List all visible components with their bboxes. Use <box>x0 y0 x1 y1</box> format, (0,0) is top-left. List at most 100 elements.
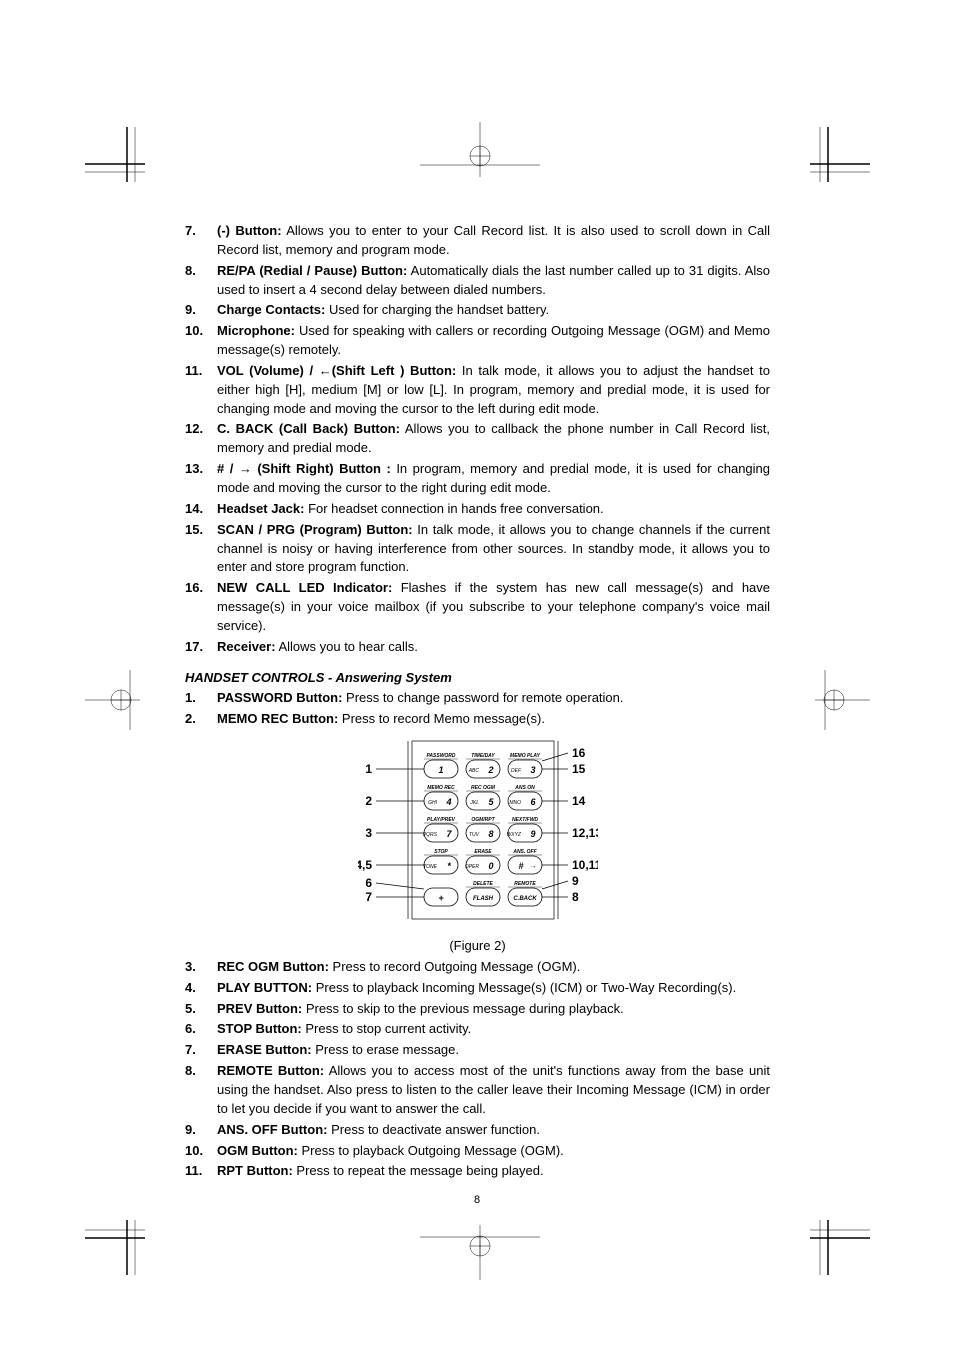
svg-text:GHI: GHI <box>428 800 438 806</box>
list-body: RPT Button: Press to repeat the message … <box>217 1162 770 1181</box>
svg-text:16: 16 <box>572 746 586 760</box>
list-item: 2.MEMO REC Button: Press to record Memo … <box>185 710 770 729</box>
list-text: Press to stop current activity. <box>302 1021 472 1036</box>
list-number: 14. <box>185 500 217 519</box>
list-text: Press to record Outgoing Message (OGM). <box>329 959 580 974</box>
list-item: 11.RPT Button: Press to repeat the messa… <box>185 1162 770 1181</box>
list-body: RE/PA (Redial / Pause) Button: Automatic… <box>217 262 770 300</box>
svg-text:9: 9 <box>572 874 579 888</box>
list-text: Used for charging the handset battery. <box>325 302 549 317</box>
list-item: 4.PLAY BUTTON: Press to playback Incomin… <box>185 979 770 998</box>
svg-text:MEMO REC: MEMO REC <box>427 785 455 791</box>
list-term: PLAY BUTTON: <box>217 980 312 995</box>
list-term: STOP Button: <box>217 1021 302 1036</box>
svg-text:1: 1 <box>438 765 443 775</box>
svg-text:TIME/DAY: TIME/DAY <box>471 753 495 759</box>
svg-text:OPER: OPER <box>464 864 479 870</box>
list-text: Used for speaking with callers or record… <box>217 323 770 357</box>
list-item: 7.ERASE Button: Press to erase message. <box>185 1041 770 1060</box>
list-body: VOL (Volume) / ←(Shift Left ) Button: In… <box>217 362 770 419</box>
list-number: 3. <box>185 958 217 977</box>
list-body: REMOTE Button: Allows you to access most… <box>217 1062 770 1119</box>
crop-mark-ml <box>85 670 140 730</box>
list-term: VOL (Volume) / ←(Shift Left ) Button: <box>217 363 456 378</box>
svg-text:8: 8 <box>572 890 579 904</box>
svg-text:FLASH: FLASH <box>473 896 494 902</box>
svg-text:*: * <box>447 861 451 871</box>
list-term: REMOTE Button: <box>217 1063 324 1078</box>
svg-text:TONE: TONE <box>423 864 437 870</box>
list-body: # / → (Shift Right) Button : In program,… <box>217 460 770 498</box>
page-number: 8 <box>0 1194 954 1206</box>
list-number: 10. <box>185 322 217 360</box>
svg-text:10,11: 10,11 <box>572 858 598 872</box>
list-number: 6. <box>185 1020 217 1039</box>
list-item: 8.REMOTE Button: Allows you to access mo… <box>185 1062 770 1119</box>
list-item: 12.C. BACK (Call Back) Button: Allows yo… <box>185 420 770 458</box>
svg-text:MEMO PLAY: MEMO PLAY <box>510 753 541 759</box>
svg-text:REC OGM: REC OGM <box>471 785 496 791</box>
svg-text:3: 3 <box>365 826 372 840</box>
list-term: Charge Contacts: <box>217 302 325 317</box>
list-item: 14.Headset Jack: For headset connection … <box>185 500 770 519</box>
list-term: MEMO REC Button: <box>217 711 338 726</box>
list-term: C. BACK (Call Back) Button: <box>217 421 400 436</box>
crop-mark-br <box>770 1220 870 1275</box>
svg-text:4,5: 4,5 <box>358 858 372 872</box>
list-body: STOP Button: Press to stop current activ… <box>217 1020 770 1039</box>
list-term: NEW CALL LED Indicator: <box>217 580 392 595</box>
list-item: 7.(-) Button: Allows you to enter to you… <box>185 222 770 260</box>
svg-text:MNO: MNO <box>509 800 521 806</box>
section-header: HANDSET CONTROLS - Answering System <box>185 669 770 688</box>
crop-mark-bc <box>420 1225 540 1280</box>
svg-text:C.BACK: C.BACK <box>513 896 537 902</box>
list-number: 16. <box>185 579 217 636</box>
list-body: Charge Contacts: Used for charging the h… <box>217 301 770 320</box>
list-text: Press to playback Outgoing Message (OGM)… <box>298 1143 564 1158</box>
svg-text:8: 8 <box>488 829 493 839</box>
list-term: Headset Jack: <box>217 501 304 516</box>
list-item: 13.# / → (Shift Right) Button : In progr… <box>185 460 770 498</box>
list-item: 17.Receiver: Allows you to hear calls. <box>185 638 770 657</box>
list-text: Allows you to hear calls. <box>276 639 418 654</box>
list-body: C. BACK (Call Back) Button: Allows you t… <box>217 420 770 458</box>
list-term: PREV Button: <box>217 1001 302 1016</box>
list-item: 6.STOP Button: Press to stop current act… <box>185 1020 770 1039</box>
svg-text:PQRS: PQRS <box>422 832 437 838</box>
list-text: Press to change password for remote oper… <box>342 690 623 705</box>
svg-text:9: 9 <box>530 829 535 839</box>
list-body: NEW CALL LED Indicator: Flashes if the s… <box>217 579 770 636</box>
list-term: Microphone: <box>217 323 295 338</box>
list-number: 11. <box>185 362 217 419</box>
svg-text:6: 6 <box>365 876 372 890</box>
crop-mark-tl <box>85 127 185 182</box>
list-body: PASSWORD Button: Press to change passwor… <box>217 689 770 708</box>
list-number: 11. <box>185 1162 217 1181</box>
list-body: MEMO REC Button: Press to record Memo me… <box>217 710 770 729</box>
svg-text:ERASE: ERASE <box>474 849 492 855</box>
crop-mark-mr <box>815 670 870 730</box>
svg-text:7: 7 <box>365 890 372 904</box>
list-text: Press to skip to the previous message du… <box>302 1001 624 1016</box>
svg-text:TUV: TUV <box>469 832 480 838</box>
crop-mark-tc <box>420 122 540 177</box>
list-number: 7. <box>185 1041 217 1060</box>
list-number: 7. <box>185 222 217 260</box>
figure-2: PASSWORD11TIME/DAYABC2MEMO PLAYDEF31516M… <box>185 735 770 935</box>
list-term: ERASE Button: <box>217 1042 312 1057</box>
svg-text:DELETE: DELETE <box>473 881 493 887</box>
svg-text:NEXT/FWD: NEXT/FWD <box>511 817 537 823</box>
list-term: RE/PA (Redial / Pause) Button: <box>217 263 407 278</box>
list-item: 15.SCAN / PRG (Program) Button: In talk … <box>185 521 770 578</box>
svg-text:PLAY/PREV: PLAY/PREV <box>427 817 456 823</box>
svg-text:DEF: DEF <box>511 768 522 774</box>
list-term: OGM Button: <box>217 1143 298 1158</box>
svg-text:#: # <box>518 861 523 871</box>
crop-mark-bl <box>85 1220 185 1275</box>
list-item: 5.PREV Button: Press to skip to the prev… <box>185 1000 770 1019</box>
svg-text:WXYZ: WXYZ <box>506 832 521 838</box>
list-body: Microphone: Used for speaking with calle… <box>217 322 770 360</box>
list-number: 9. <box>185 1121 217 1140</box>
list-item: 16.NEW CALL LED Indicator: Flashes if th… <box>185 579 770 636</box>
list-number: 8. <box>185 262 217 300</box>
